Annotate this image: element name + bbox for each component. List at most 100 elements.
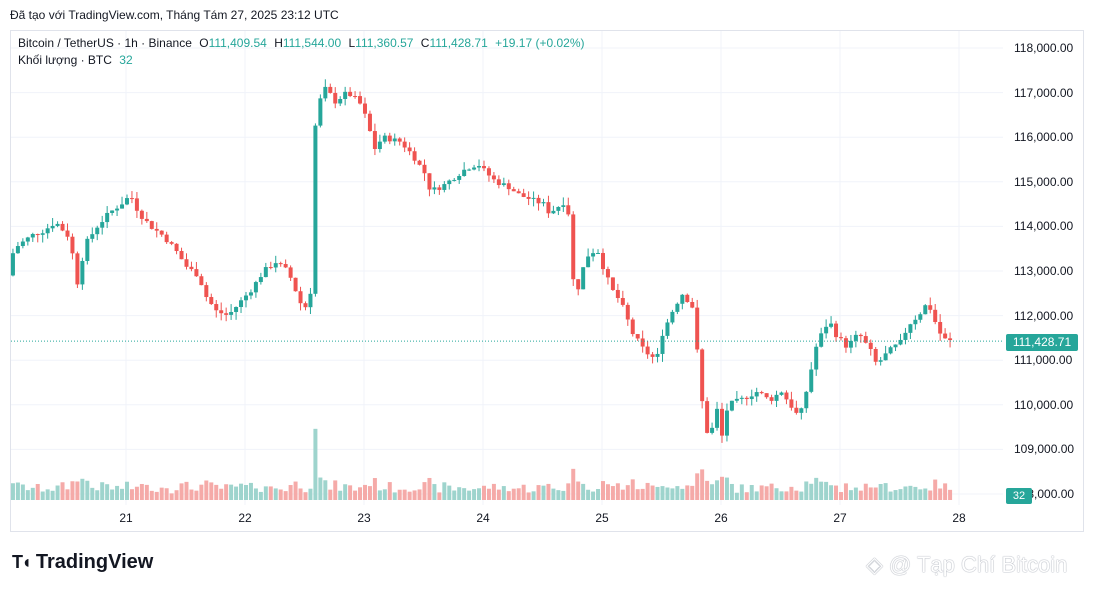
candlesticks [10, 79, 953, 443]
volume-bar [80, 478, 85, 500]
volume-bar [943, 483, 948, 500]
candle-down [744, 397, 749, 400]
volume-bar [358, 487, 363, 500]
volume-bar [149, 490, 154, 500]
watermark-text: @ Tạp Chí Bitcoin [888, 552, 1068, 577]
candle-up [100, 222, 105, 228]
volume-bar [288, 485, 293, 500]
volume-bar [70, 481, 75, 500]
candle-down [576, 279, 581, 290]
candle-down [794, 407, 799, 413]
candle-up [90, 234, 95, 239]
candle-up [253, 282, 258, 293]
volume-bar [467, 490, 472, 500]
volume-bar [447, 485, 452, 500]
candle-down [719, 408, 724, 436]
volume-value: 32 [119, 53, 133, 67]
candle-down [134, 198, 139, 211]
candle-down [546, 202, 551, 214]
volume-bar [20, 484, 25, 500]
candle-down [387, 135, 392, 142]
tradingview-logo[interactable]: T◖ TradingView [12, 551, 153, 574]
volume-bar [432, 484, 437, 500]
symbol-label[interactable]: Bitcoin / TetherUS · 1h · Binance [18, 36, 192, 50]
candle-down [362, 103, 367, 114]
volume-bar [303, 492, 308, 500]
candle-down [397, 138, 402, 142]
low-value: 111,360.57 [355, 36, 414, 50]
volume-bar [521, 484, 526, 500]
date-tick-label: 21 [119, 511, 133, 525]
candle-down [700, 349, 705, 402]
candle-up [724, 410, 729, 436]
volume-bar [591, 491, 596, 500]
candle-up [462, 169, 467, 176]
candle-down [863, 336, 868, 343]
volume-bar [362, 484, 367, 500]
candle-down [858, 334, 863, 337]
candle-up [774, 394, 779, 401]
candle-down [268, 267, 273, 269]
candle-up [50, 225, 55, 229]
volume-bar [824, 481, 829, 500]
volume-bar [397, 489, 402, 500]
volume-bar [10, 483, 15, 500]
candle-down [333, 92, 338, 104]
candle-down [943, 333, 948, 339]
candle-down [224, 313, 229, 315]
candle-down [412, 151, 417, 161]
candle-up [338, 99, 343, 104]
volume-bar [719, 476, 724, 500]
candle-up [710, 427, 715, 433]
candle-up [115, 208, 120, 211]
volume-bar [248, 482, 253, 500]
volume-bar [635, 489, 640, 500]
candle-down [843, 338, 848, 348]
volume-bar [60, 482, 65, 500]
candle-up [20, 241, 25, 247]
volume-bar [338, 490, 343, 500]
volume-bar [506, 491, 511, 500]
volume-bar [784, 491, 789, 500]
candle-up [467, 169, 472, 171]
volume-bar [605, 484, 610, 500]
candle-up [829, 323, 834, 327]
candle-up [501, 183, 506, 186]
binance-diamond-icon: ◈ [866, 552, 883, 577]
candle-down [209, 297, 214, 305]
volume-bar [898, 489, 903, 500]
candle-up [749, 396, 754, 400]
candle-down [834, 323, 839, 338]
candle-down [695, 307, 700, 350]
volume-bar [65, 489, 70, 500]
volume-bar [199, 484, 204, 500]
price-tick-label: 115,000.00 [1014, 174, 1074, 189]
candle-down [486, 168, 491, 176]
candle-down [640, 338, 645, 347]
watermark: ◈ @ Tạp Chí Bitcoin [866, 552, 1067, 578]
candle-down [278, 263, 283, 265]
candle-down [283, 264, 288, 268]
candle-down [328, 86, 333, 93]
volume-bar [863, 483, 868, 500]
volume-bar [610, 486, 615, 500]
candle-up [432, 187, 437, 190]
volume-bar [382, 489, 387, 500]
volume-bar [100, 482, 105, 500]
volume-bar [224, 484, 229, 500]
volume-label[interactable]: Khối lượng · BTC [18, 53, 112, 67]
volume-bar [115, 485, 120, 500]
volume-bar [749, 485, 754, 500]
volume-bar [685, 485, 690, 500]
candle-up [918, 314, 923, 320]
candle-down [407, 147, 412, 152]
candle-up [848, 340, 853, 348]
volume-bar [838, 492, 843, 500]
candle-up [754, 392, 759, 397]
volume-bar [139, 483, 144, 500]
volume-bar [724, 477, 729, 500]
volume-bar [650, 485, 655, 500]
change-value: +19.17 (+0.02%) [495, 36, 585, 50]
volume-bar [948, 489, 953, 500]
